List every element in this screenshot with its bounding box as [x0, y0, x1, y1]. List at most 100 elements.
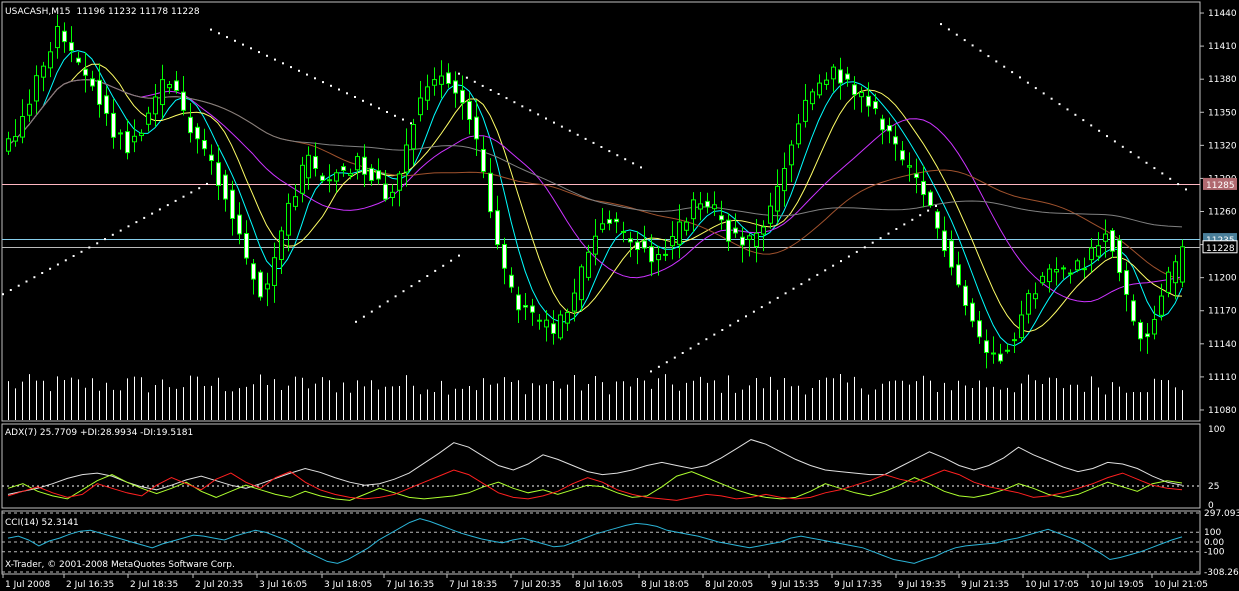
x-tick-label: 2 Jul 18:35	[130, 580, 178, 590]
sar-dot	[545, 117, 547, 120]
sar-dot	[600, 146, 603, 148]
candle-body	[935, 211, 940, 229]
x-tick-label: 9 Jul 15:35	[771, 580, 819, 590]
candle-body	[251, 263, 256, 280]
sar-dot	[1066, 108, 1069, 111]
cci-series-line	[7, 518, 1183, 564]
adx-axis: 100 25 0	[1208, 425, 1225, 511]
candle-body	[698, 203, 703, 210]
sar-dot	[568, 129, 571, 132]
x-tick-label: 3 Jul 16:05	[259, 580, 307, 590]
x-tick-label: 8 Jul 18:05	[641, 580, 689, 590]
candle-body	[607, 218, 612, 224]
sar-dot	[394, 295, 397, 298]
candle-body	[928, 191, 933, 206]
candle-body	[1103, 233, 1108, 242]
sar-dot	[721, 329, 724, 331]
sar-dot	[322, 81, 324, 84]
sar-dot	[697, 342, 700, 345]
candle-body	[1054, 268, 1059, 273]
cci-panel-frame	[1, 510, 1201, 575]
sar-dot	[218, 32, 220, 35]
y-tick-label: 11170	[1208, 307, 1237, 317]
candle-body	[223, 174, 228, 200]
candle-body	[873, 101, 878, 110]
sar-dot	[1177, 183, 1180, 186]
x-tick-label: 8 Jul 20:05	[705, 580, 753, 590]
candle-body	[614, 218, 619, 223]
sar-dot	[940, 23, 942, 26]
candle-body	[293, 196, 298, 207]
candle-body	[970, 302, 975, 322]
cci-y-tick-label: 100	[1204, 528, 1221, 538]
candle-body	[265, 283, 270, 290]
candle-body	[439, 75, 444, 85]
candle-body	[740, 236, 745, 246]
candle-body	[628, 238, 633, 243]
x-tick-label: 9 Jul 17:35	[834, 580, 882, 590]
candle-body	[656, 254, 661, 261]
sar-dot	[1121, 145, 1124, 148]
candle-body	[104, 95, 109, 114]
adx-header: ADX(7) 25.7709 +DI:28.9934 -DI:19.5181	[5, 428, 193, 438]
candle-body	[90, 78, 95, 87]
sar-dot	[650, 370, 652, 373]
candle-body	[272, 257, 277, 286]
y-tick-label: 11080	[1208, 406, 1237, 416]
candle-body	[998, 353, 1003, 362]
candle-body	[586, 251, 591, 278]
sar-dot	[745, 315, 747, 318]
sar-dot	[1185, 188, 1187, 191]
candle-body	[684, 221, 689, 231]
candle-body	[921, 180, 926, 196]
sar-dot	[458, 254, 460, 257]
sar-dot	[608, 150, 611, 153]
candle-body	[1012, 339, 1017, 342]
candle-body	[76, 57, 81, 63]
candle-body	[1145, 333, 1150, 338]
sar-dot	[640, 166, 642, 169]
sar-dot	[935, 205, 937, 207]
x-tick-label: 7 Jul 18:35	[449, 580, 497, 590]
price-tags: 112851123511228	[1202, 177, 1238, 254]
candle-body	[838, 69, 843, 84]
sar-dot	[111, 233, 114, 236]
sar-dot	[560, 125, 563, 128]
sar-dot	[1058, 103, 1061, 106]
candle-body	[523, 304, 528, 308]
sar-dot	[1145, 161, 1148, 164]
y-tick-label: 11350	[1208, 108, 1237, 118]
candle-body	[1005, 349, 1010, 352]
candle-body	[460, 89, 465, 104]
candle-body	[348, 173, 353, 177]
x-tick-label: 8 Jul 16:05	[575, 580, 623, 590]
candle-body	[146, 112, 151, 125]
candle-body	[69, 42, 74, 51]
sar-dot	[362, 99, 364, 102]
candle-body	[202, 140, 207, 150]
candle-body	[481, 148, 486, 172]
candle-body	[747, 235, 752, 240]
candle-body	[1110, 230, 1115, 252]
candle-body	[1061, 267, 1066, 270]
candle-body	[341, 166, 346, 171]
price-tag	[1203, 177, 1237, 190]
candle-body	[55, 26, 60, 49]
cci-header: CCI(14) 52.3141	[5, 518, 79, 528]
candle-body	[761, 226, 766, 235]
candle-body	[244, 233, 249, 259]
sar-dot	[816, 273, 819, 276]
sar-dot	[1026, 81, 1029, 84]
candle-body	[258, 271, 263, 298]
candle-body	[97, 79, 102, 105]
adx-panel-frame	[1, 423, 1201, 509]
sar-dot	[529, 109, 532, 112]
sar-dot	[258, 51, 260, 54]
candle-body	[300, 164, 305, 194]
sar-dot	[1011, 71, 1014, 74]
x-tick-label: 9 Jul 19:35	[898, 580, 946, 590]
sar-dot	[1153, 167, 1156, 170]
sar-dot	[402, 118, 404, 121]
sar-dot	[592, 141, 595, 144]
